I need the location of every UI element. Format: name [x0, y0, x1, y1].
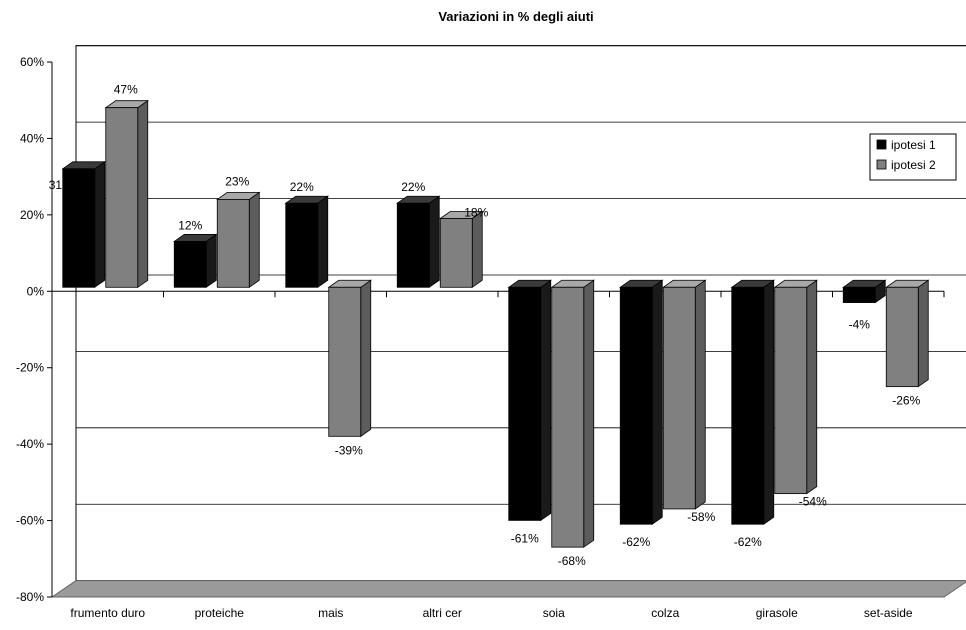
bar-ipotesi-2-girasole: [773, 279, 819, 495]
bar-front: [662, 286, 696, 510]
bar-ipotesi-2-proteiche: [215, 191, 261, 289]
bar-side: [917, 279, 929, 388]
bar-side: [540, 279, 552, 522]
bar-front: [105, 107, 139, 288]
y-tick-label: 40%: [20, 131, 44, 145]
data-label: -68%: [558, 554, 586, 568]
y-axis: 60% 40% 20% 0% -20% -40% -60% -80%: [16, 55, 53, 604]
y-tick-label: -20%: [16, 361, 44, 375]
x-tick-label: colza: [651, 606, 679, 620]
bar-front: [328, 286, 362, 437]
x-tick-label: set-aside: [864, 606, 913, 620]
bar-side: [806, 279, 818, 495]
x-tick-label: soia: [543, 606, 565, 620]
data-label: -39%: [335, 443, 363, 457]
data-label: 22%: [290, 180, 314, 194]
bar-side: [583, 279, 595, 548]
bar-front: [551, 286, 585, 548]
bar-side: [94, 161, 106, 289]
bar-side: [428, 195, 440, 289]
bar-ipotesi-1-soia: [507, 279, 553, 522]
bar-ipotesi-1-girasole: [730, 279, 776, 525]
bar-ipotesi-1-proteiche: [172, 233, 218, 289]
data-label: -4%: [849, 318, 871, 332]
y-tick-label: -60%: [16, 514, 44, 528]
bar-front: [439, 218, 473, 288]
bar-front: [774, 286, 808, 495]
data-label: -54%: [799, 495, 827, 509]
bar-front: [508, 286, 542, 521]
data-label: 31%: [49, 178, 73, 192]
bar-ipotesi-1-altri-cer: [395, 195, 441, 289]
x-tick-label: proteiche: [195, 606, 245, 620]
bar-front: [173, 241, 207, 288]
legend-label: ipotesi 2: [891, 158, 936, 172]
bar-front: [62, 168, 96, 288]
x-tick-label: frumento duro: [70, 606, 145, 620]
x-tick-label: altri cer: [423, 606, 462, 620]
bar-front: [216, 198, 250, 288]
data-label: -61%: [511, 531, 539, 545]
legend-swatch: [876, 159, 887, 170]
data-label: 47%: [114, 83, 138, 97]
data-label: -58%: [687, 510, 715, 524]
bar-ipotesi-1-colza: [618, 279, 664, 525]
bar-side: [137, 99, 149, 289]
data-label: -62%: [622, 535, 650, 549]
bar-front: [619, 286, 653, 525]
bar-side: [205, 233, 217, 289]
bar-front: [396, 202, 430, 288]
data-label: -26%: [892, 394, 920, 408]
y-tick-label: 20%: [20, 208, 44, 222]
bar-ipotesi-1-mais: [284, 195, 330, 289]
legend-label: ipotesi 1: [891, 138, 936, 152]
x-tick-label: girasole: [756, 606, 798, 620]
data-label: 22%: [401, 180, 425, 194]
bar-ipotesi-2-set-aside: [884, 279, 930, 388]
data-label: 23%: [225, 174, 249, 188]
plot-floor: [50, 580, 966, 598]
bar-side: [471, 210, 483, 289]
data-label: -62%: [734, 535, 762, 549]
y-tick-label: 0%: [27, 284, 45, 298]
bar-front: [885, 286, 919, 388]
legend: ipotesi 1 ipotesi 2: [869, 133, 957, 181]
bar-side: [763, 279, 775, 525]
legend-swatch: [876, 139, 887, 150]
bar-side: [694, 279, 706, 510]
data-label: 18%: [464, 206, 488, 220]
bar-side: [248, 191, 260, 289]
bar-front: [731, 286, 765, 525]
bar-ipotesi-2-mais: [327, 279, 373, 438]
bar-side: [317, 195, 329, 289]
data-label: 12%: [178, 218, 202, 232]
bar-side: [360, 279, 372, 438]
y-tick-label: 60%: [20, 55, 44, 69]
bar-ipotesi-2-altri-cer: [438, 210, 484, 289]
y-tick-label: -40%: [16, 437, 44, 451]
bars: [61, 99, 930, 548]
bar-ipotesi-2-frumento-duro: [104, 99, 150, 289]
bar-side: [651, 279, 663, 525]
bar-front: [285, 202, 319, 288]
bar-ipotesi-1-set-aside: [841, 279, 887, 304]
bar-ipotesi-2-soia: [550, 279, 596, 548]
x-tick-label: mais: [318, 606, 343, 620]
y-tick-label: -80%: [16, 590, 44, 604]
bar-ipotesi-2-colza: [661, 279, 707, 510]
bar-ipotesi-1-frumento-duro: [61, 161, 107, 289]
data-labels: 31% 47% 12% 23% 22% -39% 22% 18% -61% -68% -62% -58…: [49, 83, 921, 568]
chart-title: Variazioni in % degli aiuti: [438, 9, 593, 24]
bar-front: [842, 286, 876, 303]
